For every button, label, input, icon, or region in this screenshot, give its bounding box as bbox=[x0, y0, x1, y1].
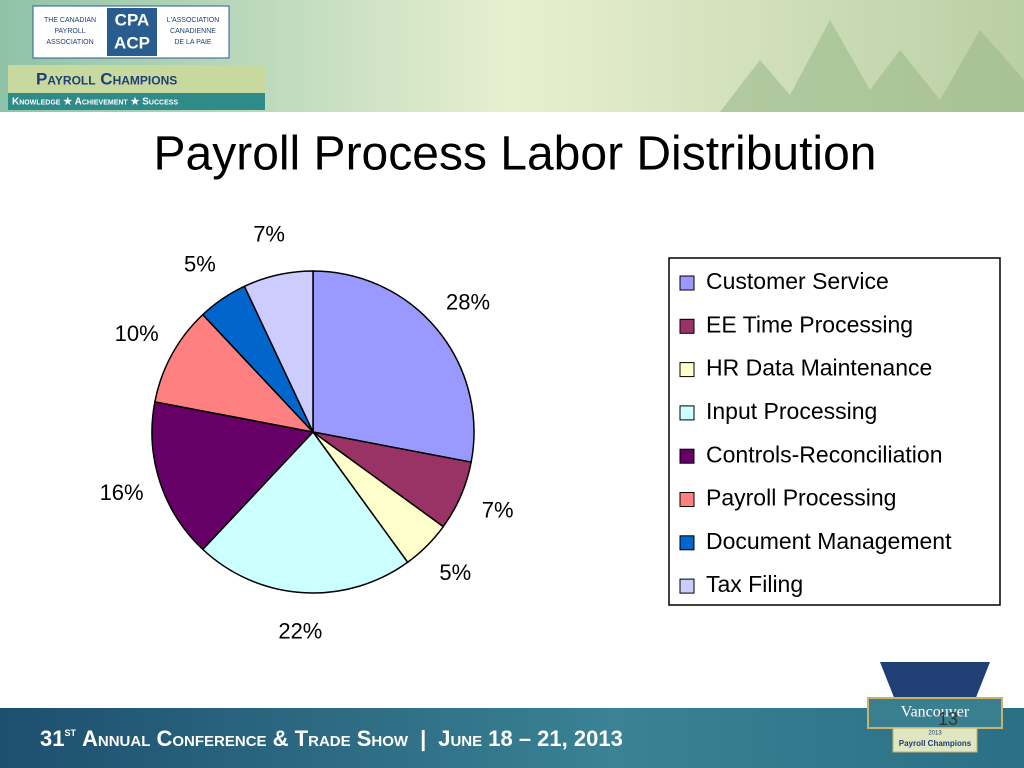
legend-label: Payroll Processing bbox=[706, 485, 896, 511]
logo-text: CANADIENNE bbox=[170, 28, 216, 35]
logo-text: CPA bbox=[115, 10, 150, 29]
data-label: 5% bbox=[184, 251, 216, 276]
data-label: 28% bbox=[446, 290, 490, 315]
footer-title: Annual Conference & Trade Show bbox=[82, 726, 409, 751]
legend-label: Tax Filing bbox=[706, 571, 803, 597]
logo-text: L'ASSOCIATION bbox=[167, 17, 220, 24]
header-decoration bbox=[720, 20, 1024, 112]
pie: 28% 7% 5% 22% 16% 10% 5% 7% bbox=[100, 221, 514, 643]
chart-title: Payroll Process Labor Distribution bbox=[154, 128, 877, 181]
data-label: 22% bbox=[278, 619, 322, 644]
badge-ribbon bbox=[867, 697, 1003, 729]
logo-text: ACP bbox=[114, 33, 150, 52]
data-label: 5% bbox=[439, 560, 471, 585]
pie-slice bbox=[153, 313, 316, 434]
data-label: 7% bbox=[253, 221, 285, 246]
legend-swatch bbox=[679, 535, 695, 551]
legend-label: Customer Service bbox=[706, 268, 889, 294]
logo-text: PAYROLL bbox=[54, 28, 85, 35]
badge-text: Payroll Champions bbox=[899, 739, 972, 748]
legend-swatch bbox=[679, 448, 695, 464]
data-label: 16% bbox=[100, 480, 144, 505]
footer-dates: June 18 – 21, 2013 bbox=[438, 726, 623, 751]
legend: Customer Service EE Time Processing HR Dat… bbox=[679, 268, 952, 597]
footer-suffix: st bbox=[64, 724, 76, 739]
logo-text: ASSOCIATION bbox=[46, 39, 93, 46]
tagline: Knowledge ★ Achievement ★ Success bbox=[12, 97, 178, 108]
badge-plate bbox=[892, 727, 978, 753]
legend-label: HR Data Maintenance bbox=[706, 355, 932, 381]
footer-text: 31st Annual Conference & Trade Show | June … bbox=[40, 724, 623, 750]
legend-swatch bbox=[679, 492, 695, 507]
legend-swatch bbox=[679, 318, 695, 334]
badge-crowd bbox=[880, 662, 990, 700]
legend-label: Controls-Reconciliation bbox=[706, 441, 943, 467]
legend-box bbox=[668, 257, 1001, 606]
logo-right: L'ASSOCIATION CANADIENNE DE LA PAIE bbox=[167, 17, 220, 46]
page-number: 13 bbox=[938, 709, 958, 729]
pie-slice bbox=[312, 270, 475, 464]
legend-swatch bbox=[679, 275, 695, 291]
legend-label: Document Management bbox=[706, 528, 952, 554]
data-label: 10% bbox=[115, 321, 159, 346]
data-label: 7% bbox=[482, 498, 514, 523]
legend-label: Input Processing bbox=[706, 398, 877, 424]
banner-top bbox=[8, 65, 265, 93]
legend-swatch bbox=[679, 405, 695, 421]
logo-left: THE CANADIAN PAYROLL ASSOCIATION bbox=[44, 17, 96, 46]
legend-swatch bbox=[679, 578, 695, 594]
badge-year: 2013 bbox=[928, 731, 942, 737]
logo-box bbox=[107, 8, 157, 56]
footer-band bbox=[0, 708, 1024, 768]
legend-swatch bbox=[679, 362, 695, 378]
pie-slice bbox=[151, 400, 315, 551]
logo-text: THE CANADIAN bbox=[44, 17, 96, 24]
logo-text: DE LA PAIE bbox=[174, 39, 212, 46]
banner: Payroll Champions bbox=[36, 69, 177, 88]
footer-separator: | bbox=[420, 726, 426, 751]
pie-slice bbox=[201, 430, 409, 594]
badge-city: Vancouver bbox=[901, 704, 970, 721]
pie-slice bbox=[243, 270, 314, 433]
legend-label: EE Time Processing bbox=[706, 311, 913, 337]
footer-number: 31 bbox=[40, 726, 64, 751]
